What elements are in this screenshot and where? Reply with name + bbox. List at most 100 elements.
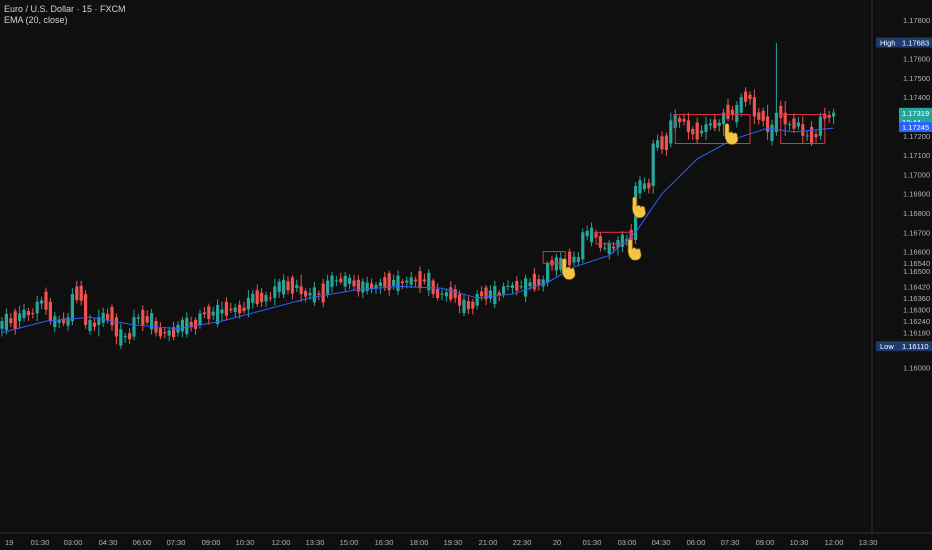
candle-body [299,286,303,295]
time-tick-label: 03:00 [64,538,83,547]
candle-body [453,289,457,298]
candle-body [13,311,17,329]
candle-body [418,271,422,289]
price-tick-label: 1.16000 [903,363,930,372]
candle-body [365,282,369,292]
candle-body [779,105,783,118]
candle-body [722,112,726,125]
candle-body [792,118,796,129]
candle-body [62,318,66,324]
time-tick-label: 20 [553,538,561,547]
candle-body [449,287,453,300]
hand-pointer-icon [724,123,739,145]
time-tick-label: 06:00 [687,538,706,547]
candle-body [9,318,13,324]
time-tick-label: 01:30 [31,538,50,547]
candle-body [22,309,26,318]
candle-body [392,279,396,286]
candle-body [576,257,580,263]
symbol-title[interactable]: Euro / U.S. Dollar · 15 · FXCM [4,4,126,14]
candle-body [660,136,664,150]
annotation-box[interactable] [780,114,826,145]
indicator-title[interactable]: EMA (20, close) [4,15,68,25]
candle-body [326,280,330,295]
high-label: High [880,39,895,48]
candle-body [145,316,149,323]
low-label: Low [880,342,894,351]
candle-body [352,280,356,287]
candle-body [691,129,695,135]
candle-body [0,321,4,329]
candle-body [92,322,96,327]
high-tag-bg [876,37,900,48]
candle-body [123,335,127,338]
time-tick-label: 12:00 [825,538,844,547]
candle-body [348,277,352,284]
candle-body [752,97,756,117]
candle-body [559,257,563,270]
candle-body [308,293,312,296]
candle-body [334,280,338,282]
candle-body [766,116,770,132]
candle-body [761,110,765,121]
price-tick-label: 1.16600 [903,248,930,257]
price-tick-label: 1.16420 [903,282,930,291]
candle-body [585,230,589,237]
candle-body [497,292,501,296]
candle-body [57,319,61,323]
candle-body [713,119,717,129]
candle-body [647,182,651,189]
price-tick-label: 1.17000 [903,170,930,179]
candle-body [493,285,497,305]
price-tick-label: 1.16180 [903,329,930,338]
candle-body [198,313,202,325]
candle-body [805,135,809,137]
candle-body [264,295,268,302]
price-tick-label: 1.17400 [903,93,930,102]
candle-body [361,281,365,293]
candle-body [101,312,105,323]
candle-body [295,284,299,289]
time-tick-label: 22:30 [513,538,532,547]
candle-body [506,285,510,287]
price-tick-label: 1.17100 [903,151,930,160]
candle-body [356,279,360,292]
annotation-box[interactable] [595,231,632,245]
candle-body [220,309,224,314]
candle-body [238,304,242,314]
candle-body [572,256,576,263]
high-value: 1.17683 [902,39,929,48]
price-tick-label: 1.17800 [903,16,930,25]
candle-body [255,290,259,305]
candle-body [207,306,211,319]
low-tag-bg [876,341,900,352]
ema-line [1,127,834,334]
candle-body [114,317,118,337]
ema-tag-bg [899,122,932,133]
candle-body [682,118,686,122]
annotation-box[interactable] [674,114,751,145]
candle-body [242,307,246,311]
candle-body [339,278,343,283]
candle-body [686,120,690,132]
candle-body [471,301,475,309]
candle-body [180,319,184,332]
candle-body [814,134,818,138]
candle-body [466,301,470,310]
candle-body [185,317,189,334]
candle-body [53,316,57,328]
candle-body [31,313,35,315]
candle-body [748,94,752,100]
candle-body [70,294,74,322]
hand-pointer-icon [627,238,642,261]
annotation-box[interactable] [542,251,566,264]
candle-body [405,280,409,283]
candle-body [136,317,140,319]
candle-body [783,112,787,125]
candle-body [414,279,418,282]
time-tick-label: 07:30 [167,538,186,547]
candle-body [119,329,123,346]
candle-body [172,327,176,338]
low-value: 1.16110 [902,342,929,351]
